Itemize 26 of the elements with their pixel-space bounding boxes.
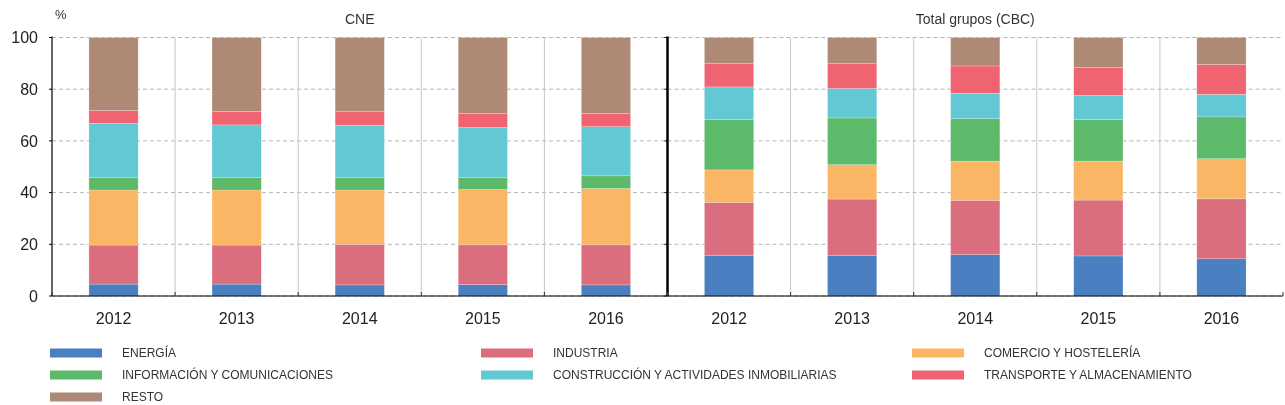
- y-tick-label: 80: [20, 80, 39, 98]
- y-tick-label: 100: [11, 29, 39, 47]
- legend-label: INDUSTRIA: [553, 346, 618, 361]
- legend-label: ENERGÍA: [122, 345, 177, 361]
- x-tick-label: 2015: [465, 309, 501, 327]
- legend-label: INFORMACIÓN Y COMUNICACIONES: [122, 367, 333, 383]
- y-tick-label: 40: [20, 184, 39, 202]
- x-tick-label: 2016: [1203, 309, 1240, 327]
- x-tick-label: 2015: [1080, 309, 1117, 327]
- legend-label: CONSTRUCCIÓN Y ACTIVIDADES INMOBILIARIAS: [553, 367, 837, 383]
- x-tick-label: 2013: [218, 309, 255, 327]
- x-tick-label: 2012: [95, 309, 132, 327]
- y-tick-label: 0: [29, 287, 39, 305]
- legend-label: RESTO: [122, 390, 164, 405]
- y-tick-label: 20: [20, 235, 39, 253]
- legend-label: TRANSPORTE Y ALMACENAMIENTO: [984, 368, 1192, 383]
- x-tick-label: 2014: [957, 309, 994, 327]
- x-tick-label: 2013: [834, 309, 871, 327]
- y-axis-title: %: [55, 6, 67, 22]
- chart-title: Total grupos (CBC): [915, 10, 1035, 27]
- x-tick-label: 2012: [711, 309, 747, 327]
- x-tick-label: 2014: [341, 309, 378, 327]
- chart-title: CNE: [344, 10, 375, 27]
- y-tick-label: 60: [20, 132, 39, 150]
- legend-label: COMERCIO Y HOSTELERÍA: [984, 345, 1141, 361]
- x-tick-label: 2016: [588, 309, 624, 327]
